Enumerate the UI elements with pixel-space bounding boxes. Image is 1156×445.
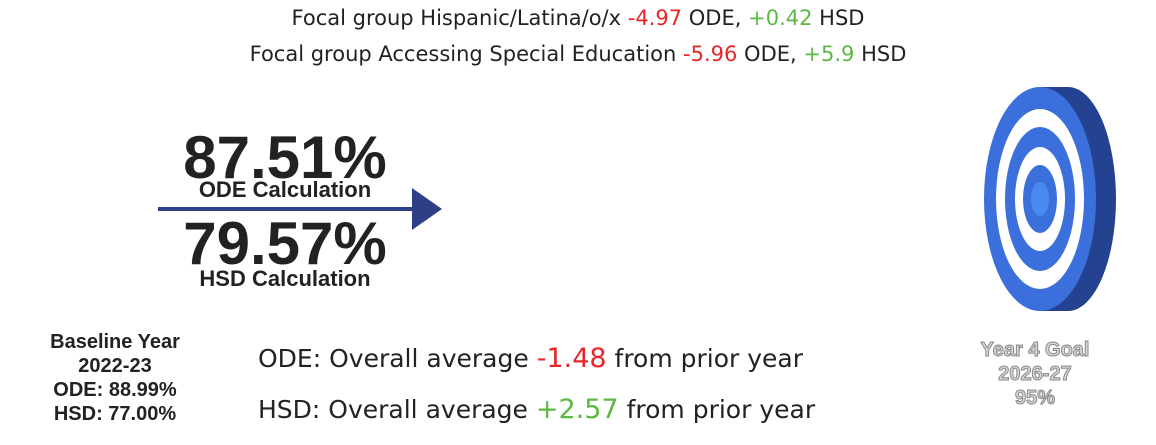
- baseline: Baseline Year 2022-23 ODE: 88.99% HSD: 7…: [0, 330, 230, 426]
- hsd-label: HSD: [861, 42, 907, 66]
- focal-label: Focal group Accessing Special Education: [249, 42, 677, 66]
- hsd-label: HSD: [819, 6, 865, 30]
- hsd-calc-label: HSD Calculation: [199, 266, 371, 291]
- hsd-value: 79.57%: [183, 210, 387, 277]
- baseline-title: Baseline Year: [50, 331, 180, 353]
- baseline-hsd: HSD: 77.00%: [53, 403, 177, 425]
- ode-label: ODE,: [688, 6, 742, 30]
- ode-label: ODE,: [744, 42, 797, 66]
- average-line: ODE: Overall average -1.48 from prior ye…: [258, 343, 803, 374]
- hsd-change: +0.42: [748, 6, 813, 30]
- ode-value: 87.51%: [183, 124, 387, 191]
- average-label: HSD: Overall average: [258, 395, 528, 424]
- hsd-change: +5.9: [803, 42, 855, 66]
- goal: Year 4 Goal 2026-27 95%: [960, 338, 1110, 410]
- average-change: -1.48: [536, 343, 607, 374]
- average-suffix: from prior year: [614, 344, 804, 373]
- ode-change: -4.97: [627, 6, 683, 30]
- arrow-head: [412, 188, 442, 230]
- focal-line: Focal group Hispanic/Latina/o/x -4.97 OD…: [0, 6, 1156, 30]
- average-label: ODE: Overall average: [258, 344, 529, 373]
- ode-change: -5.96: [683, 42, 738, 66]
- average-change: +2.57: [535, 394, 619, 425]
- ode-calc-label: ODE Calculation: [198, 177, 372, 202]
- focal-label: Focal group Hispanic/Latina/o/x: [291, 6, 622, 30]
- target-center: [1031, 182, 1049, 216]
- baseline-year: 2022-23: [78, 355, 152, 377]
- goal-title: Year 4 Goal: [980, 339, 1090, 362]
- average-suffix: from prior year: [626, 395, 816, 424]
- baseline-ode: ODE: 88.99%: [53, 379, 177, 401]
- focal-line: Focal group Accessing Special Education …: [0, 42, 1156, 66]
- goal-year: 2026-27: [998, 363, 1072, 386]
- average-line: HSD: Overall average +2.57 from prior ye…: [258, 394, 815, 425]
- goal-value: 95%: [1014, 387, 1056, 410]
